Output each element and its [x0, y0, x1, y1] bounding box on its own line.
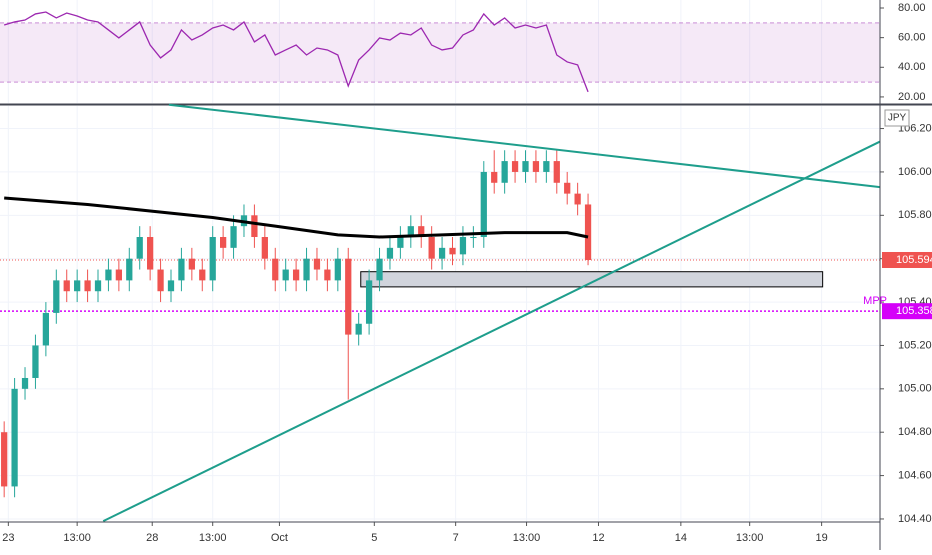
last-price-label: 105.594	[896, 254, 932, 266]
candle-body	[42, 312, 50, 346]
x-tick-label: 12	[592, 532, 604, 544]
trendline	[102, 140, 881, 523]
candle-body	[365, 280, 373, 324]
candle-body	[63, 280, 70, 292]
x-tick-label: 28	[146, 532, 158, 544]
candle-body	[345, 258, 352, 335]
x-tick-label: 23	[2, 532, 14, 544]
candle-body	[553, 161, 560, 183]
candle-body	[418, 226, 425, 238]
y-tick-label: 105.200	[898, 339, 932, 351]
candle-body	[501, 161, 508, 183]
candle-body	[449, 247, 456, 255]
candle-body	[21, 377, 29, 389]
y-tick-label: 104.400	[898, 513, 932, 525]
candle-body	[459, 237, 467, 255]
price-line-name: MPP	[863, 295, 887, 307]
candle-body	[407, 226, 414, 238]
candle-body	[532, 161, 540, 172]
y-tick-label: 60.00	[898, 32, 926, 44]
rsi-band	[0, 22, 880, 83]
y-tick-label: 105.800	[898, 209, 932, 221]
x-tick-label: 14	[675, 532, 687, 544]
currency-label: JPY	[888, 113, 907, 124]
y-tick-label: 40.00	[898, 61, 926, 73]
candle-body	[115, 269, 122, 281]
trendline	[168, 103, 881, 189]
candle-body	[94, 280, 102, 292]
candle-body	[32, 345, 39, 378]
currency-box	[884, 109, 910, 127]
price-line-tag	[882, 303, 932, 320]
candle-body	[261, 237, 268, 259]
candle-body	[355, 323, 362, 335]
rsi-line	[3, 11, 589, 93]
candle-body	[220, 237, 227, 248]
x-tick-label: 13:00	[736, 532, 764, 544]
x-tick-label: 13:00	[199, 532, 227, 544]
y-tick-label: 80.00	[898, 2, 926, 14]
y-tick-label: 105.000	[898, 383, 932, 395]
moving-average	[4, 196, 589, 239]
candle-body	[282, 269, 289, 281]
candle-body	[147, 237, 154, 270]
candle-body	[188, 258, 195, 270]
candle-body	[11, 388, 18, 487]
candle-body	[292, 269, 300, 281]
x-tick-label: 19	[815, 532, 827, 544]
candle-body	[324, 269, 331, 281]
candle-body	[199, 269, 206, 281]
zone	[360, 271, 824, 288]
x-tick-label: Oct	[271, 532, 288, 544]
candle-body	[584, 204, 592, 260]
candle-body	[126, 258, 133, 281]
candle-body	[522, 161, 529, 172]
candle-body	[251, 215, 258, 238]
candle-body	[376, 258, 383, 281]
candle-body	[178, 258, 185, 281]
x-tick-label: 5	[371, 532, 377, 544]
candle-body	[334, 258, 341, 281]
candle-body	[167, 280, 175, 292]
candle-body	[386, 247, 394, 259]
candle-body	[84, 280, 91, 292]
candle-body	[491, 171, 498, 183]
candle-body	[511, 161, 519, 172]
candle-body	[1, 432, 8, 487]
candle-body	[272, 258, 279, 281]
candle-body	[303, 258, 310, 281]
y-tick-label: 104.800	[898, 426, 932, 438]
candle-body	[480, 171, 487, 238]
candle-body	[136, 237, 143, 259]
candle-body	[230, 226, 237, 248]
candle-body	[564, 182, 571, 194]
candle-body	[74, 280, 81, 292]
candle-body	[470, 237, 477, 239]
y-tick-label: 20.00	[898, 91, 926, 103]
candle-body	[438, 247, 446, 259]
x-tick-label: 13:00	[513, 532, 541, 544]
candle-body	[53, 280, 60, 313]
y-tick-label: 106.000	[898, 166, 932, 178]
candle-body	[209, 237, 216, 281]
last-price-tag	[882, 251, 932, 268]
candle-body	[543, 161, 550, 172]
candle-body	[105, 269, 112, 281]
x-tick-label: 13:00	[63, 532, 91, 544]
x-tick-label: 7	[453, 532, 459, 544]
candle-body	[397, 237, 404, 248]
candle-body	[428, 237, 435, 259]
price-line-label: 105.358	[896, 305, 932, 317]
candle-body	[574, 193, 581, 205]
candle-body	[313, 258, 321, 270]
y-tick-label: 104.600	[898, 469, 932, 481]
candle-body	[157, 269, 164, 292]
